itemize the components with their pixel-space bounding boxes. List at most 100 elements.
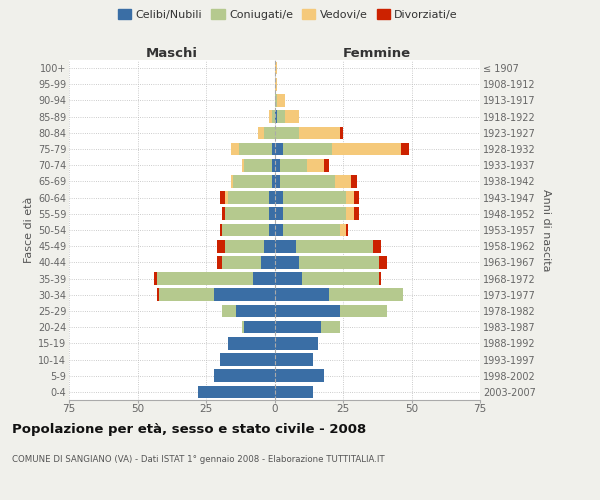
- Bar: [236, 304, 275, 318]
- Bar: [157, 288, 160, 301]
- Bar: [223, 304, 236, 318]
- Bar: [275, 175, 280, 188]
- Bar: [275, 142, 283, 156]
- Bar: [277, 110, 286, 123]
- Bar: [258, 126, 263, 139]
- Bar: [225, 192, 228, 204]
- Bar: [272, 110, 275, 123]
- Bar: [223, 256, 261, 268]
- Bar: [275, 78, 277, 90]
- Bar: [379, 256, 387, 268]
- Bar: [157, 272, 253, 285]
- Bar: [220, 192, 225, 204]
- Bar: [225, 208, 269, 220]
- Bar: [329, 288, 403, 301]
- Bar: [401, 142, 409, 156]
- Bar: [263, 240, 275, 252]
- Bar: [283, 142, 332, 156]
- Bar: [302, 272, 379, 285]
- Bar: [160, 288, 214, 301]
- Bar: [346, 208, 354, 220]
- Bar: [340, 126, 343, 139]
- Bar: [198, 386, 275, 398]
- Bar: [286, 110, 299, 123]
- Bar: [214, 370, 275, 382]
- Bar: [307, 159, 324, 172]
- Bar: [354, 208, 359, 220]
- Bar: [223, 208, 225, 220]
- Bar: [283, 208, 346, 220]
- Bar: [228, 337, 275, 349]
- Bar: [275, 159, 280, 172]
- Bar: [299, 126, 340, 139]
- Bar: [214, 288, 275, 301]
- Bar: [275, 240, 296, 252]
- Bar: [373, 240, 382, 252]
- Bar: [225, 240, 263, 252]
- Bar: [275, 288, 329, 301]
- Bar: [296, 240, 373, 252]
- Bar: [242, 159, 244, 172]
- Bar: [217, 240, 225, 252]
- Text: Popolazione per età, sesso e stato civile - 2008: Popolazione per età, sesso e stato civil…: [12, 422, 366, 436]
- Bar: [275, 192, 283, 204]
- Bar: [223, 224, 269, 236]
- Bar: [275, 370, 324, 382]
- Bar: [261, 256, 275, 268]
- Bar: [233, 175, 272, 188]
- Bar: [272, 159, 275, 172]
- Bar: [253, 272, 275, 285]
- Legend: Celibi/Nubili, Coniugati/e, Vedovi/e, Divorziati/e: Celibi/Nubili, Coniugati/e, Vedovi/e, Di…: [115, 6, 461, 23]
- Bar: [275, 321, 321, 334]
- Bar: [379, 272, 382, 285]
- Bar: [220, 224, 223, 236]
- Bar: [263, 126, 275, 139]
- Bar: [283, 192, 346, 204]
- Bar: [244, 321, 275, 334]
- Bar: [321, 321, 340, 334]
- Bar: [335, 175, 351, 188]
- Text: COMUNE DI SANGIANO (VA) - Dati ISTAT 1° gennaio 2008 - Elaborazione TUTTITALIA.I: COMUNE DI SANGIANO (VA) - Dati ISTAT 1° …: [12, 455, 385, 464]
- Text: Maschi: Maschi: [146, 47, 198, 60]
- Bar: [244, 159, 272, 172]
- Bar: [346, 224, 349, 236]
- Bar: [275, 208, 283, 220]
- Bar: [269, 192, 275, 204]
- Bar: [269, 208, 275, 220]
- Bar: [351, 175, 357, 188]
- Bar: [346, 192, 354, 204]
- Bar: [269, 110, 272, 123]
- Bar: [340, 224, 346, 236]
- Text: Femmine: Femmine: [343, 47, 412, 60]
- Bar: [272, 175, 275, 188]
- Bar: [275, 272, 302, 285]
- Bar: [275, 337, 319, 349]
- Bar: [299, 256, 379, 268]
- Bar: [230, 175, 233, 188]
- Bar: [275, 110, 277, 123]
- Bar: [280, 159, 307, 172]
- Bar: [283, 224, 340, 236]
- Bar: [230, 142, 239, 156]
- Bar: [324, 159, 329, 172]
- Bar: [242, 321, 244, 334]
- Bar: [275, 224, 283, 236]
- Bar: [154, 272, 157, 285]
- Bar: [275, 126, 299, 139]
- Y-axis label: Fasce di età: Fasce di età: [23, 197, 34, 263]
- Bar: [217, 256, 223, 268]
- Bar: [340, 304, 387, 318]
- Bar: [275, 353, 313, 366]
- Bar: [332, 142, 401, 156]
- Bar: [275, 304, 340, 318]
- Bar: [277, 94, 286, 107]
- Bar: [272, 142, 275, 156]
- Bar: [220, 353, 275, 366]
- Y-axis label: Anni di nascita: Anni di nascita: [541, 188, 551, 271]
- Bar: [280, 175, 335, 188]
- Bar: [354, 192, 359, 204]
- Bar: [228, 192, 269, 204]
- Bar: [275, 256, 299, 268]
- Bar: [269, 224, 275, 236]
- Bar: [275, 94, 277, 107]
